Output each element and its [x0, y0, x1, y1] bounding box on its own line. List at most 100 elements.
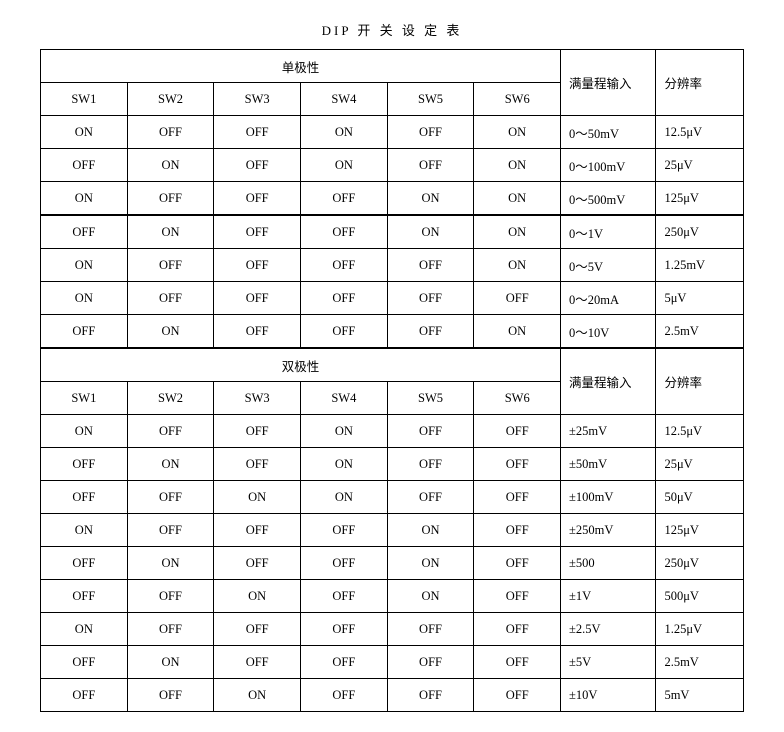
sw-cell: ON	[301, 116, 388, 149]
sw-cell: OFF	[41, 646, 128, 679]
sw-cell: OFF	[387, 315, 474, 349]
sw-cell: ON	[387, 580, 474, 613]
sw-cell: ON	[387, 547, 474, 580]
sw-cell: OFF	[387, 448, 474, 481]
resolution-cell: 12.5μV	[656, 116, 744, 149]
resolution-cell: 500μV	[656, 580, 744, 613]
resolution-cell: 50μV	[656, 481, 744, 514]
resolution-cell: 125μV	[656, 514, 744, 547]
sw-header: SW3	[214, 382, 301, 415]
sw-cell: OFF	[127, 679, 214, 712]
table-row: OFFONOFFOFFONOFF±500250μV	[41, 547, 744, 580]
table-row: OFFOFFONOFFONOFF±1V500μV	[41, 580, 744, 613]
sw-cell: ON	[41, 249, 128, 282]
sw-header: SW5	[387, 83, 474, 116]
range-cell: ±25mV	[561, 415, 656, 448]
sw-cell: ON	[387, 514, 474, 547]
sw-cell: ON	[474, 182, 561, 216]
range-cell: 0～5V	[561, 249, 656, 282]
range-cell: ±10V	[561, 679, 656, 712]
sw-cell: OFF	[474, 415, 561, 448]
sw-cell: ON	[301, 149, 388, 182]
sw-cell: ON	[127, 547, 214, 580]
sw-cell: ON	[41, 182, 128, 216]
sw-cell: ON	[301, 448, 388, 481]
sw-cell: ON	[301, 481, 388, 514]
table-row: OFFONOFFONOFFOFF±50mV25μV	[41, 448, 744, 481]
sw-cell: OFF	[387, 149, 474, 182]
sw-cell: OFF	[127, 613, 214, 646]
resolution-cell: 5μV	[656, 282, 744, 315]
sw-cell: OFF	[41, 315, 128, 349]
section-header-row: 单极性满量程输入分辨率	[41, 50, 744, 83]
resolution-cell: 1.25mV	[656, 249, 744, 282]
table-row: ONOFFOFFOFFONOFF±250mV125μV	[41, 514, 744, 547]
resolution-header: 分辨率	[656, 348, 744, 415]
sw-cell: ON	[41, 282, 128, 315]
sw-cell: ON	[301, 415, 388, 448]
resolution-cell: 25μV	[656, 448, 744, 481]
sw-cell: OFF	[387, 249, 474, 282]
sw-cell: ON	[214, 580, 301, 613]
range-header: 满量程输入	[561, 50, 656, 116]
sw-cell: OFF	[387, 613, 474, 646]
sw-cell: OFF	[214, 182, 301, 216]
sw-cell: OFF	[41, 149, 128, 182]
sw-cell: ON	[127, 215, 214, 249]
resolution-cell: 12.5μV	[656, 415, 744, 448]
sw-header: SW2	[127, 83, 214, 116]
range-cell: ±250mV	[561, 514, 656, 547]
sw-cell: OFF	[127, 415, 214, 448]
table-row: ONOFFOFFONOFFOFF±25mV12.5μV	[41, 415, 744, 448]
sw-cell: OFF	[214, 149, 301, 182]
resolution-cell: 2.5mV	[656, 646, 744, 679]
table-row: OFFOFFONONOFFOFF±100mV50μV	[41, 481, 744, 514]
sw-cell: OFF	[301, 613, 388, 646]
sw-cell: OFF	[387, 481, 474, 514]
sw-cell: OFF	[474, 514, 561, 547]
table-row: ONOFFOFFOFFOFFOFF0～20mA5μV	[41, 282, 744, 315]
sw-cell: OFF	[474, 646, 561, 679]
sw-header: SW4	[301, 83, 388, 116]
range-header: 满量程输入	[561, 348, 656, 415]
sw-cell: OFF	[301, 547, 388, 580]
sw-cell: ON	[41, 415, 128, 448]
sw-cell: OFF	[301, 315, 388, 349]
sw-header: SW1	[41, 83, 128, 116]
table-row: OFFOFFONOFFOFFOFF±10V5mV	[41, 679, 744, 712]
range-cell: ±100mV	[561, 481, 656, 514]
table-row: OFFONOFFOFFOFFOFF±5V2.5mV	[41, 646, 744, 679]
sw-cell: ON	[127, 448, 214, 481]
sw-cell: OFF	[301, 282, 388, 315]
sw-cell: OFF	[127, 580, 214, 613]
sw-cell: OFF	[41, 215, 128, 249]
sw-header: SW3	[214, 83, 301, 116]
sw-cell: OFF	[474, 613, 561, 646]
sw-cell: OFF	[387, 679, 474, 712]
sw-cell: OFF	[214, 613, 301, 646]
range-cell: ±500	[561, 547, 656, 580]
sw-cell: OFF	[301, 646, 388, 679]
table-row: ONOFFOFFONOFFON0～50mV12.5μV	[41, 116, 744, 149]
sw-cell: OFF	[301, 182, 388, 216]
sw-cell: OFF	[214, 315, 301, 349]
sw-cell: ON	[127, 315, 214, 349]
sw-cell: OFF	[301, 514, 388, 547]
sw-header: SW6	[474, 382, 561, 415]
sw-cell: OFF	[41, 448, 128, 481]
sw-cell: ON	[387, 182, 474, 216]
range-cell: ±50mV	[561, 448, 656, 481]
range-cell: 0～50mV	[561, 116, 656, 149]
sw-cell: ON	[214, 679, 301, 712]
range-cell: 0～1V	[561, 215, 656, 249]
sw-cell: OFF	[474, 580, 561, 613]
range-cell: 0～500mV	[561, 182, 656, 216]
resolution-cell: 250μV	[656, 547, 744, 580]
sw-cell: ON	[41, 116, 128, 149]
range-cell: 0～10V	[561, 315, 656, 349]
table-row: OFFONOFFOFFOFFON0～10V2.5mV	[41, 315, 744, 349]
resolution-cell: 250μV	[656, 215, 744, 249]
polarity-header: 双极性	[41, 348, 561, 382]
sw-cell: OFF	[214, 116, 301, 149]
sw-cell: OFF	[301, 679, 388, 712]
